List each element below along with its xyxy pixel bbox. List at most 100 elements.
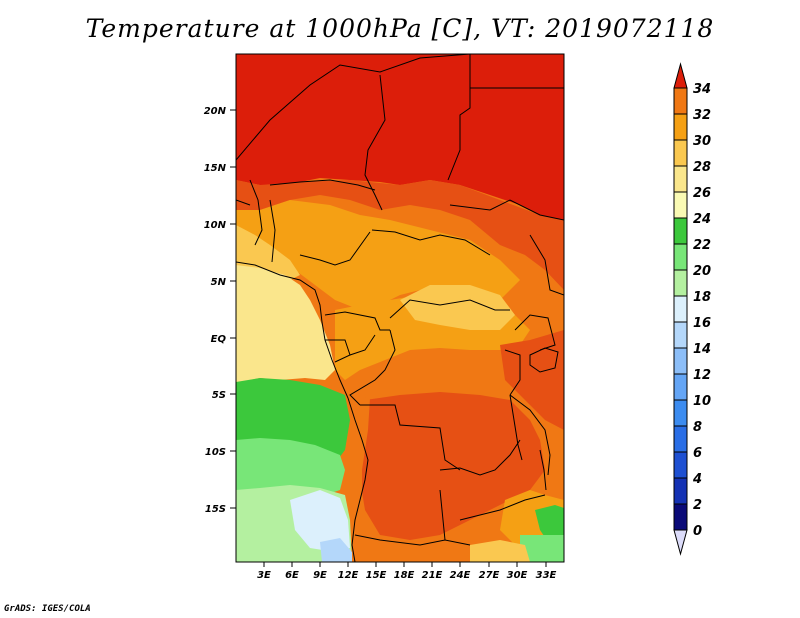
- grads-credit: GrADS: IGES/COLA: [4, 604, 91, 614]
- lat-label: EQ: [211, 334, 227, 345]
- lat-label: 20N: [204, 106, 227, 117]
- field-atlantic-14: [290, 490, 350, 552]
- coastline-west: [236, 261, 369, 562]
- lon-label: 12E: [338, 570, 359, 581]
- lat-label: 15N: [204, 163, 227, 174]
- field-se-18: [520, 535, 564, 562]
- lat-label: 10S: [205, 447, 226, 458]
- colorbar-bin: [673, 451, 688, 479]
- border-west-africa-3: [236, 199, 251, 206]
- field-atlantic-18: [236, 438, 345, 502]
- border-cameroon-congo: [324, 311, 390, 331]
- colorbar-label: 0: [693, 524, 702, 539]
- colorbar-bin: [673, 347, 688, 375]
- colorbar-bin: [673, 243, 688, 271]
- border-drc-west: [349, 329, 396, 406]
- colorbar-label: 14: [693, 342, 711, 357]
- border-chad-car: [371, 229, 491, 256]
- border-libya-egypt: [447, 54, 471, 181]
- colorbar-bin: [673, 87, 688, 115]
- chart-title: Temperature at 1000hPa [C], VT: 20190721…: [85, 14, 715, 43]
- border-nigeria-cameroon: [299, 231, 371, 266]
- map-frame: [235, 53, 565, 563]
- border-west-africa-1: [249, 179, 263, 246]
- colorbar-label: 4: [692, 472, 702, 487]
- field-se-26: [470, 540, 530, 562]
- border-zambia: [439, 439, 521, 476]
- colorbar-bin: [673, 269, 688, 297]
- border-uganda: [514, 314, 556, 351]
- lon-label: 6E: [285, 570, 299, 581]
- colorbar-label: 34: [693, 82, 711, 97]
- border-rwanda-burundi: [504, 349, 521, 396]
- lon-label: 30E: [507, 570, 528, 581]
- colorbar-bin: [673, 191, 688, 219]
- field-atlantic-12: [320, 538, 352, 562]
- lon-label: 15E: [366, 570, 387, 581]
- border-congo: [349, 334, 376, 356]
- colorbar-bin: [673, 217, 688, 245]
- field-south-hot: [360, 392, 545, 540]
- longitude-axis: 3E 6E 9E 12E 15E 18E 21E 24E 27E 30E 33E: [257, 562, 557, 581]
- border-niger-nigeria: [269, 179, 376, 191]
- field-westafrica-28: [236, 200, 520, 310]
- colorbar-label: 6: [693, 446, 702, 461]
- colorbar-bin: [673, 295, 688, 323]
- colorbar-label: 12: [693, 368, 711, 383]
- colorbar-under-triangle: [673, 529, 688, 556]
- field-central-26: [400, 285, 515, 330]
- lat-label: 15S: [205, 504, 226, 515]
- lon-label: 33E: [536, 570, 557, 581]
- colorbar-label: 30: [693, 134, 711, 149]
- colorbar-label: 22: [693, 238, 711, 253]
- lon-label: 24E: [450, 570, 471, 581]
- lon-label: 3E: [257, 570, 271, 581]
- lake-malawi: [539, 449, 547, 491]
- border-angola-south: [354, 534, 471, 546]
- border-ethiopia: [529, 234, 564, 296]
- latitude-axis: 20N 15N 10N 5N EQ 5S 10S 15S: [204, 106, 236, 515]
- colorbar-label: 32: [693, 108, 711, 123]
- border-car-drc: [389, 299, 510, 319]
- lake-tanganyika: [509, 394, 523, 461]
- colorbar-label: 24: [693, 212, 711, 227]
- colorbar-bin: [673, 477, 688, 505]
- border-chad-sudan: [364, 74, 386, 211]
- border-sudan-southsudan: [449, 199, 564, 221]
- border-south-africa: [439, 489, 446, 541]
- colorbar-label: 20: [693, 264, 711, 279]
- colorbar-bin: [673, 373, 688, 401]
- colorbar-over-triangle: [673, 62, 688, 89]
- colorbar-bin: [673, 113, 688, 141]
- field-coast-24: [236, 265, 335, 382]
- colorbar-bin: [673, 321, 688, 349]
- border-sahara: [236, 54, 471, 161]
- colorbar-bin: [673, 425, 688, 453]
- border-angola-drc: [360, 404, 461, 471]
- temperature-field: [236, 54, 564, 562]
- colorbar-bin: [673, 165, 688, 193]
- border-zambia-zimbabwe: [459, 494, 546, 521]
- colorbar-label: 28: [693, 160, 711, 175]
- lake-victoria: [529, 347, 559, 373]
- lon-label: 27E: [479, 570, 500, 581]
- border-west-africa-2: [269, 199, 276, 263]
- lon-label: 18E: [394, 570, 415, 581]
- field-north-hot: [236, 54, 564, 220]
- lon-label: 21E: [422, 570, 443, 581]
- field-east-hot: [500, 330, 564, 430]
- lon-label: 9E: [313, 570, 327, 581]
- colorbar-bin: [673, 399, 688, 427]
- colorbar-label: 18: [693, 290, 711, 305]
- colorbar-label: 8: [693, 420, 702, 435]
- field-sahel-30: [236, 180, 564, 290]
- colorbar-label: 10: [693, 394, 711, 409]
- border-tanzania: [509, 394, 551, 476]
- colorbar-bin: [673, 139, 688, 167]
- colorbar-label: 16: [693, 316, 711, 331]
- lat-label: 5S: [212, 390, 226, 401]
- border-gabon: [325, 339, 351, 363]
- colorbar-label: 2: [693, 498, 702, 513]
